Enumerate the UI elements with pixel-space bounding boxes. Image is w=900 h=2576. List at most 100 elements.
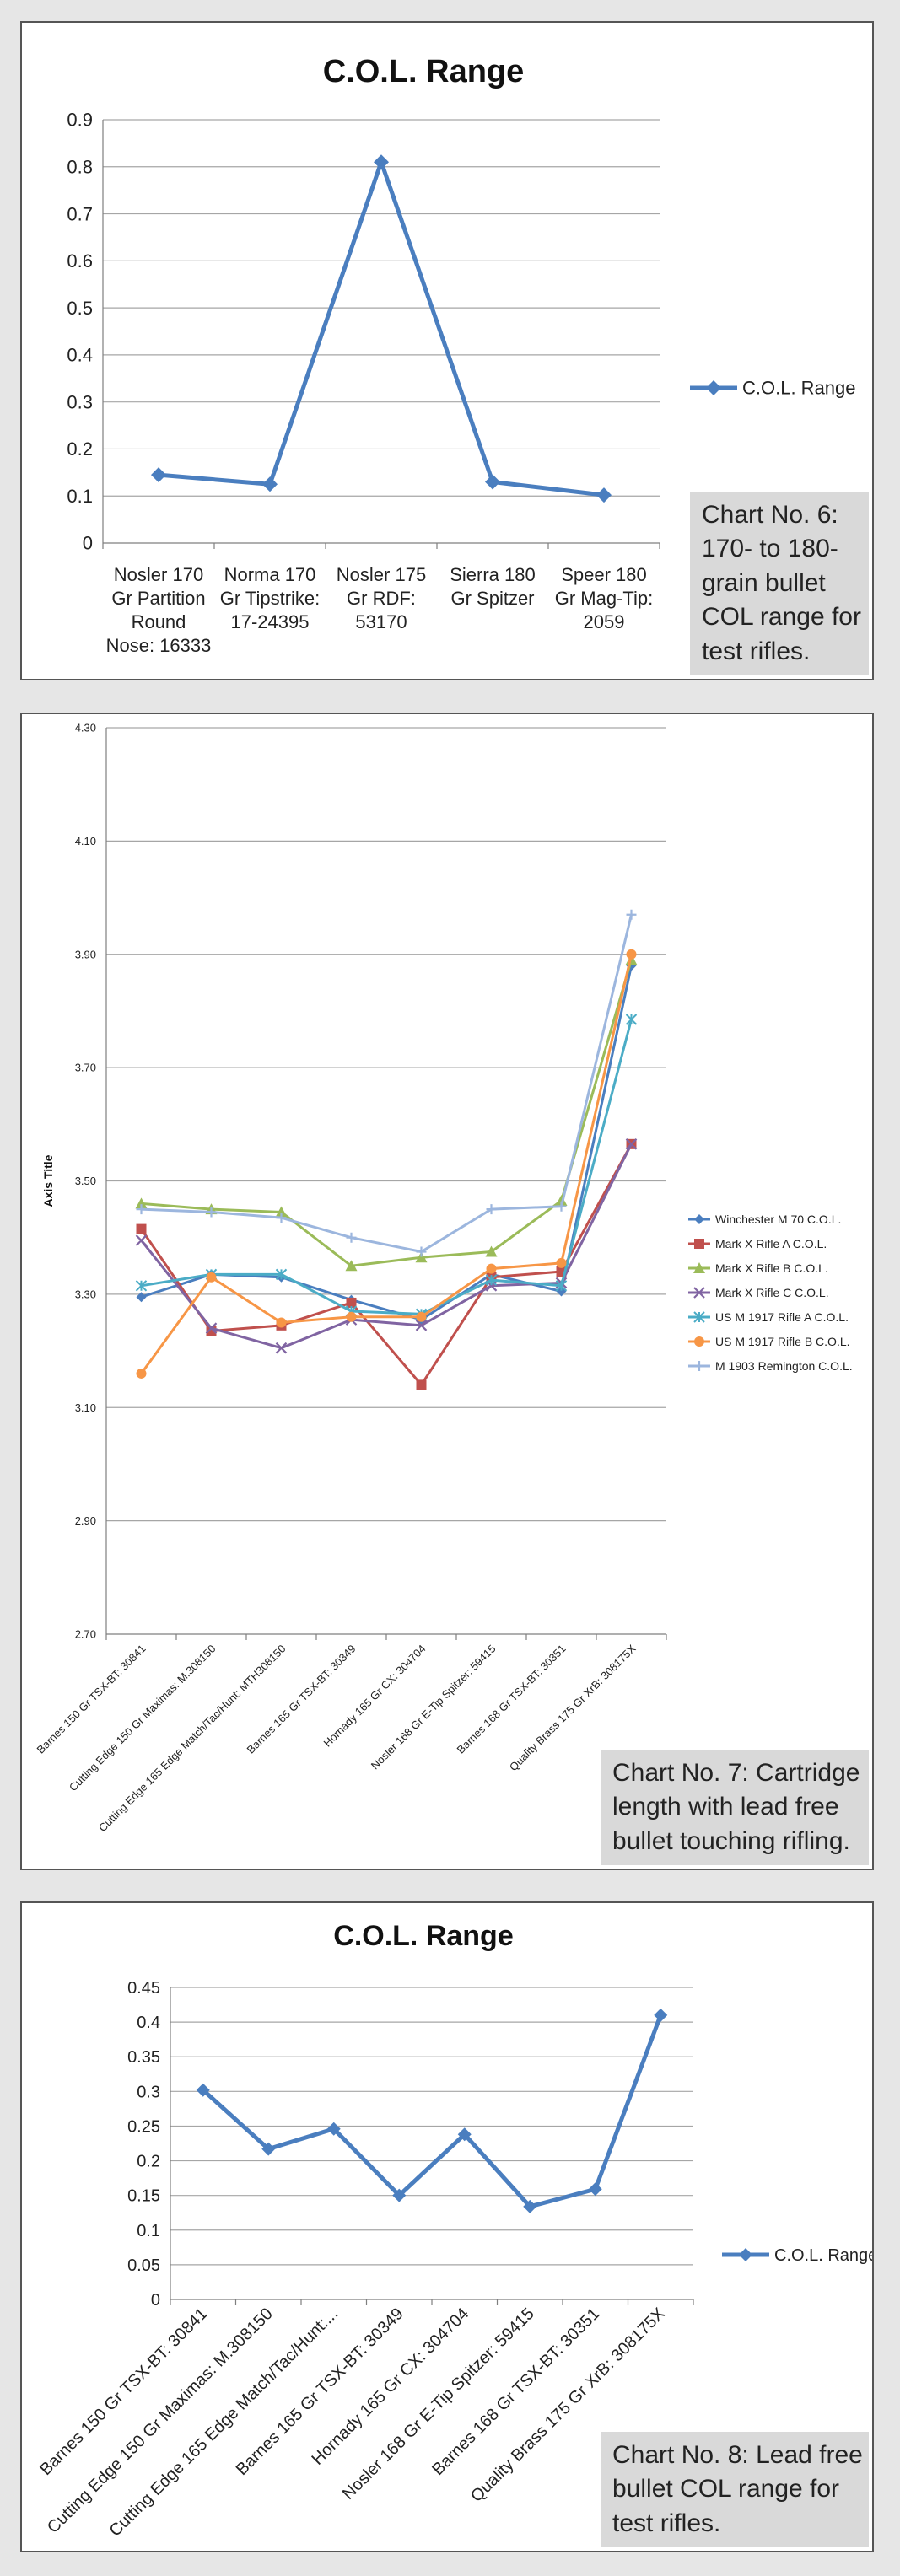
data-point <box>625 1138 638 1150</box>
y-tick-label: 2.70 <box>75 1628 96 1641</box>
data-point <box>196 2083 210 2097</box>
data-point <box>135 1197 148 1209</box>
series-line <box>140 954 633 1374</box>
x-tick-label: Gr RDF: <box>347 588 416 609</box>
legend-label: US M 1917 Rifle A C.O.L. <box>715 1310 849 1324</box>
x-tick-label: 53170 <box>355 611 407 632</box>
data-point <box>486 1204 497 1215</box>
chart-7-caption: Chart No. 7: Cartridge length with lead … <box>601 1749 869 1865</box>
y-tick-label: 0.2 <box>137 2153 160 2171</box>
x-tick-label: Norma 170 <box>224 564 316 585</box>
data-point <box>485 474 500 490</box>
caption-line: COL range for <box>702 603 861 631</box>
x-tick-label: Nose: 16333 <box>106 635 212 656</box>
caption-line: Chart No. 6: <box>702 500 838 529</box>
x-tick-label: Gr Partition <box>111 588 205 609</box>
y-tick-label: 4.30 <box>75 722 96 734</box>
caption-line: bullet COL range for <box>612 2475 840 2503</box>
data-point <box>626 909 637 920</box>
data-point <box>457 2127 472 2142</box>
data-point <box>136 1204 147 1215</box>
y-tick-label: 3.90 <box>75 948 96 960</box>
x-tick-label: Cutting Edge 150 Gr Maximas: M.308150 <box>44 2304 277 2537</box>
legend-label: M 1903 Remington C.O.L. <box>715 1359 853 1373</box>
data-point <box>205 1322 218 1334</box>
data-point <box>345 1260 358 1272</box>
y-tick-label: 0.1 <box>67 486 93 507</box>
data-point <box>555 1280 568 1292</box>
data-point <box>151 467 166 483</box>
data-point <box>135 1280 148 1292</box>
data-point <box>416 1246 427 1257</box>
data-point <box>275 1268 288 1281</box>
y-tick-label: 0.6 <box>67 250 93 272</box>
data-point <box>626 949 637 960</box>
data-point <box>556 1257 567 1268</box>
y-tick-label: 0.25 <box>127 2117 160 2136</box>
y-tick-label: 4.10 <box>75 835 96 847</box>
y-tick-label: 0.2 <box>67 438 93 460</box>
series-line <box>158 159 605 497</box>
y-tick-label: 0.9 <box>67 110 93 131</box>
y-tick-label: 0.5 <box>67 298 93 319</box>
legend-marker <box>706 380 721 395</box>
x-tick-label: 2059 <box>584 611 625 632</box>
legend-label: C.O.L. Range <box>742 378 856 399</box>
series-line <box>202 2014 663 2209</box>
chart-6-caption: Chart No. 6: 170- to 180- grain bullet C… <box>690 491 869 675</box>
x-tick-label: Cutting Edge 150 Gr Maximas: M.308150 <box>67 1643 218 1794</box>
legend-marker <box>693 1287 705 1299</box>
y-tick-label: 0.45 <box>127 1979 160 1998</box>
y-tick-label: 0.4 <box>67 345 93 366</box>
x-tick-label: Nosler 175 <box>337 564 426 585</box>
data-point <box>136 1223 147 1234</box>
series-line <box>141 914 633 1253</box>
chart-title: C.O.L. Range <box>323 54 525 89</box>
x-tick-label: Gr Tipstrike: <box>220 588 321 609</box>
data-point <box>556 1201 567 1212</box>
y-tick-label: 0.15 <box>127 2187 160 2206</box>
data-point <box>206 1272 217 1283</box>
data-point <box>485 1245 498 1257</box>
caption-line: grain bullet <box>702 568 826 597</box>
data-point <box>275 1206 288 1218</box>
chart-title: C.O.L. Range <box>333 1920 513 1952</box>
data-point <box>136 1368 147 1379</box>
chart-8-caption: Chart No. 8: Lead free bullet COL range … <box>601 2431 869 2547</box>
y-tick-label: 0 <box>151 2291 160 2310</box>
legend-marker <box>693 1311 705 1323</box>
series-line <box>141 960 633 1267</box>
x-tick-label: Nosler 170 <box>114 564 203 585</box>
y-tick-label: 3.10 <box>75 1401 96 1414</box>
x-tick-label: Barnes 150 Gr TSX-BT: 30841 <box>35 1643 148 1756</box>
y-tick-label: 0.05 <box>127 2256 160 2275</box>
data-point <box>261 2142 276 2156</box>
series-line <box>141 1019 633 1315</box>
data-point <box>346 1297 357 1308</box>
chart-7-svg: Axis Title 2.70 2.90 3.10 3.30 3.50 3.70 3.90 4.… <box>35 722 853 1835</box>
chart-panel-8: C.O.L. Range 0 0.05 0.1 0.15 0.2 0.25 0.3 0.35 0.… <box>20 1901 874 2552</box>
legend-label: Mark X Rifle A C.O.L. <box>715 1237 827 1250</box>
data-point <box>415 1251 428 1263</box>
data-point <box>262 476 278 492</box>
data-point <box>206 1207 217 1218</box>
y-tick-label: 0 <box>83 533 93 554</box>
data-point <box>588 2182 602 2197</box>
data-point <box>416 1379 427 1390</box>
chart-panel-6: C.O.L. Range 0 0.1 0.2 0.3 0.4 0.5 0.6 0.7 0.8 0.9… <box>20 21 874 680</box>
legend-label: C.O.L. Range <box>774 2246 872 2265</box>
y-tick-label: 0.7 <box>67 203 93 224</box>
data-point <box>346 1232 357 1243</box>
legend-marker <box>694 1214 704 1224</box>
legend-marker <box>694 1239 704 1249</box>
legend-marker <box>694 1336 704 1347</box>
y-tick-label: 3.50 <box>75 1175 96 1187</box>
legend-label: Mark X Rifle B C.O.L. <box>715 1261 828 1275</box>
y-tick-label: 0.3 <box>67 391 93 412</box>
y-tick-label: 0.8 <box>67 156 93 177</box>
data-point <box>135 1234 148 1246</box>
data-point <box>276 1213 287 1223</box>
y-tick-label: 0.1 <box>137 2222 160 2240</box>
x-tick-label: 17-24395 <box>231 611 310 632</box>
data-point <box>136 1292 147 1303</box>
